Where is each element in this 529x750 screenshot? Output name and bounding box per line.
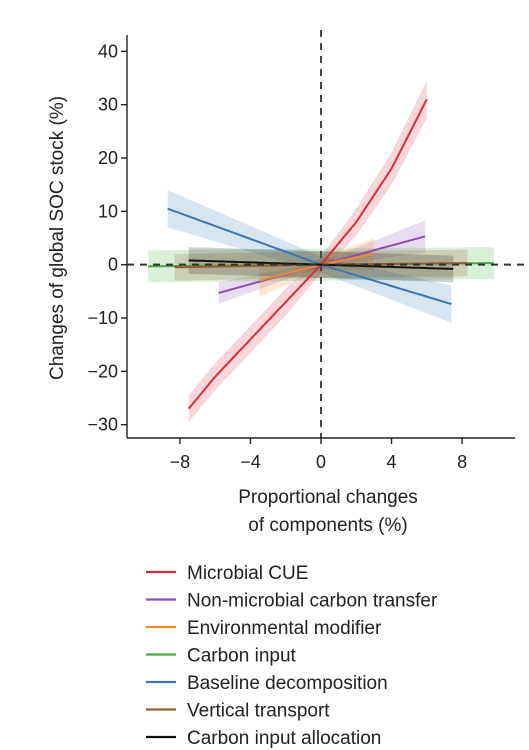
legend-label-baseline-decomposition: Baseline decomposition [187, 673, 388, 694]
band-microbial-cue [188, 80, 427, 422]
x-tick-label: 4 [387, 452, 397, 472]
y-tick-label: 20 [98, 148, 118, 168]
axes: 40 30 20 10 0 −10 −20 −30 −8 −4 0 4 8 [87, 35, 515, 472]
y-tick-label: 40 [98, 41, 118, 61]
x-tick-label: 0 [316, 452, 326, 472]
x-tick-label: −8 [170, 452, 191, 472]
y-axis-label: Changes of global SOC stock (%) [47, 96, 68, 380]
y-tick-label: −10 [87, 308, 118, 328]
legend-label-non-microbial-carbon-transfer: Non-microbial carbon transfer [187, 591, 438, 612]
axis-labels: Changes of global SOC stock (%) Proportio… [47, 96, 418, 536]
legend: Microbial CUE Non-microbial carbon transf… [146, 563, 438, 749]
legend-label-vertical-transport: Vertical transport [187, 701, 330, 722]
x-tick-label: 8 [457, 452, 467, 472]
x-axis-label: Proportional changes [238, 487, 418, 508]
x-tick-label: −4 [240, 452, 261, 472]
legend-label-microbial-cue: Microbial CUE [187, 563, 308, 584]
series-lines [127, 98, 529, 410]
line-environmental-modifier [259, 253, 375, 282]
y-tick-label: 0 [108, 255, 118, 275]
y-tick-label: 10 [98, 201, 118, 221]
y-tick-label: −30 [87, 415, 118, 435]
legend-label-carbon-input-allocation: Carbon input allocation [187, 728, 381, 749]
x-axis-label: of components (%) [248, 515, 407, 536]
line-microbial-cue [187, 98, 428, 410]
line-carbon-input-allocation [188, 259, 454, 270]
band-environmental-modifier [259, 238, 374, 297]
y-tick-label: 30 [98, 95, 118, 115]
legend-label-environmental-modifier: Environmental modifier [187, 618, 382, 639]
y-tick-label: −20 [87, 361, 118, 381]
band-baseline-decomposition [167, 190, 452, 323]
legend-label-carbon-input: Carbon input [187, 646, 297, 667]
line-baseline-decomposition [167, 207, 452, 306]
